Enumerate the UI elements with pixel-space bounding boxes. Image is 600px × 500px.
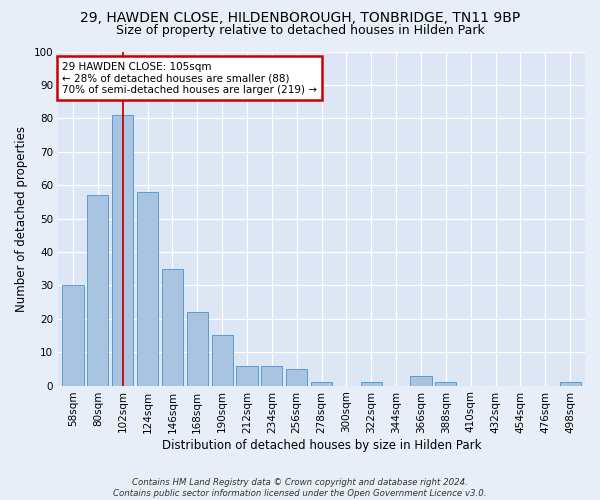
Bar <box>261 366 283 386</box>
Bar <box>162 268 183 386</box>
Text: 29 HAWDEN CLOSE: 105sqm
← 28% of detached houses are smaller (88)
70% of semi-de: 29 HAWDEN CLOSE: 105sqm ← 28% of detache… <box>62 62 317 94</box>
Bar <box>112 115 133 386</box>
Bar <box>311 382 332 386</box>
Bar <box>410 376 431 386</box>
Bar <box>236 366 257 386</box>
Bar <box>361 382 382 386</box>
Bar <box>62 286 83 386</box>
Text: Contains HM Land Registry data © Crown copyright and database right 2024.
Contai: Contains HM Land Registry data © Crown c… <box>113 478 487 498</box>
Text: Size of property relative to detached houses in Hilden Park: Size of property relative to detached ho… <box>116 24 484 37</box>
Bar <box>87 195 109 386</box>
X-axis label: Distribution of detached houses by size in Hilden Park: Distribution of detached houses by size … <box>162 440 481 452</box>
Bar <box>560 382 581 386</box>
Bar <box>187 312 208 386</box>
Bar <box>212 336 233 386</box>
Text: 29, HAWDEN CLOSE, HILDENBOROUGH, TONBRIDGE, TN11 9BP: 29, HAWDEN CLOSE, HILDENBOROUGH, TONBRID… <box>80 11 520 25</box>
Y-axis label: Number of detached properties: Number of detached properties <box>15 126 28 312</box>
Bar <box>435 382 457 386</box>
Bar <box>137 192 158 386</box>
Bar <box>286 369 307 386</box>
